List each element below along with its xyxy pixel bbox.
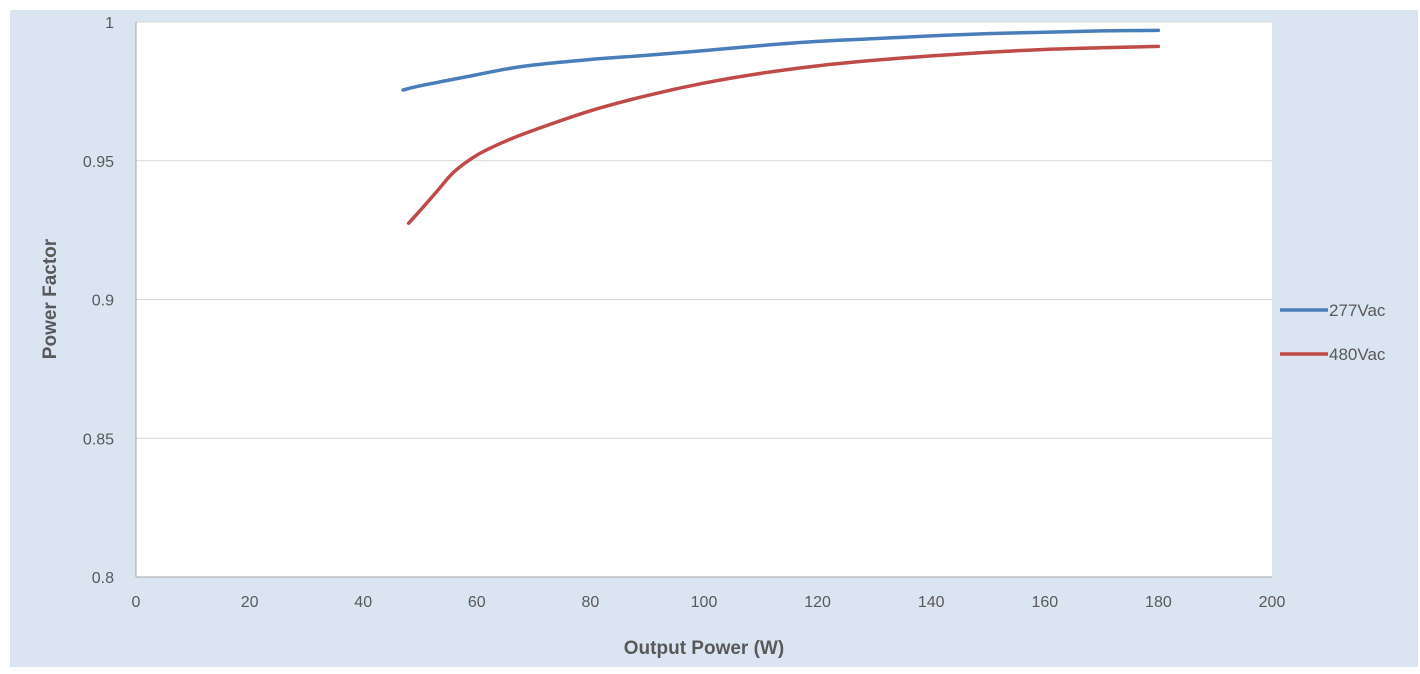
axes — [135, 22, 1272, 578]
tick-labels: 0.8 0.85 0.9 0.95 1 0 20 40 60 80 100 120 140 160 180 2… — [83, 15, 1286, 611]
x-tick-label: 160 — [1031, 594, 1058, 611]
y-tick-label: 1 — [105, 15, 114, 32]
x-tick-label: 20 — [241, 594, 259, 611]
gridlines — [136, 21, 1272, 439]
x-tick-label: 80 — [582, 594, 600, 611]
y-tick-label: 0.8 — [92, 570, 114, 587]
series-line-480vac — [406, 44, 1161, 225]
legend: 277Vac 480Vac — [1280, 301, 1386, 364]
series-line-277vac — [401, 28, 1161, 92]
legend-label: 480Vac — [1329, 345, 1386, 364]
y-tick-label: 0.95 — [83, 154, 114, 171]
x-tick-label: 60 — [468, 594, 486, 611]
x-axis-title: Output Power (W) — [624, 638, 784, 659]
series-lines — [401, 28, 1161, 225]
x-tick-label: 40 — [354, 594, 372, 611]
y-tick-label: 0.9 — [92, 293, 114, 310]
x-tick-label: 200 — [1259, 594, 1286, 611]
x-tick-label: 120 — [804, 594, 831, 611]
x-tick-label: 180 — [1145, 594, 1172, 611]
legend-label: 277Vac — [1329, 301, 1386, 320]
x-tick-label: 140 — [918, 594, 945, 611]
x-tick-label: 100 — [691, 594, 718, 611]
y-tick-label: 0.85 — [83, 431, 114, 448]
x-tick-label: 0 — [132, 594, 141, 611]
y-axis-title: Power Factor — [40, 238, 61, 359]
